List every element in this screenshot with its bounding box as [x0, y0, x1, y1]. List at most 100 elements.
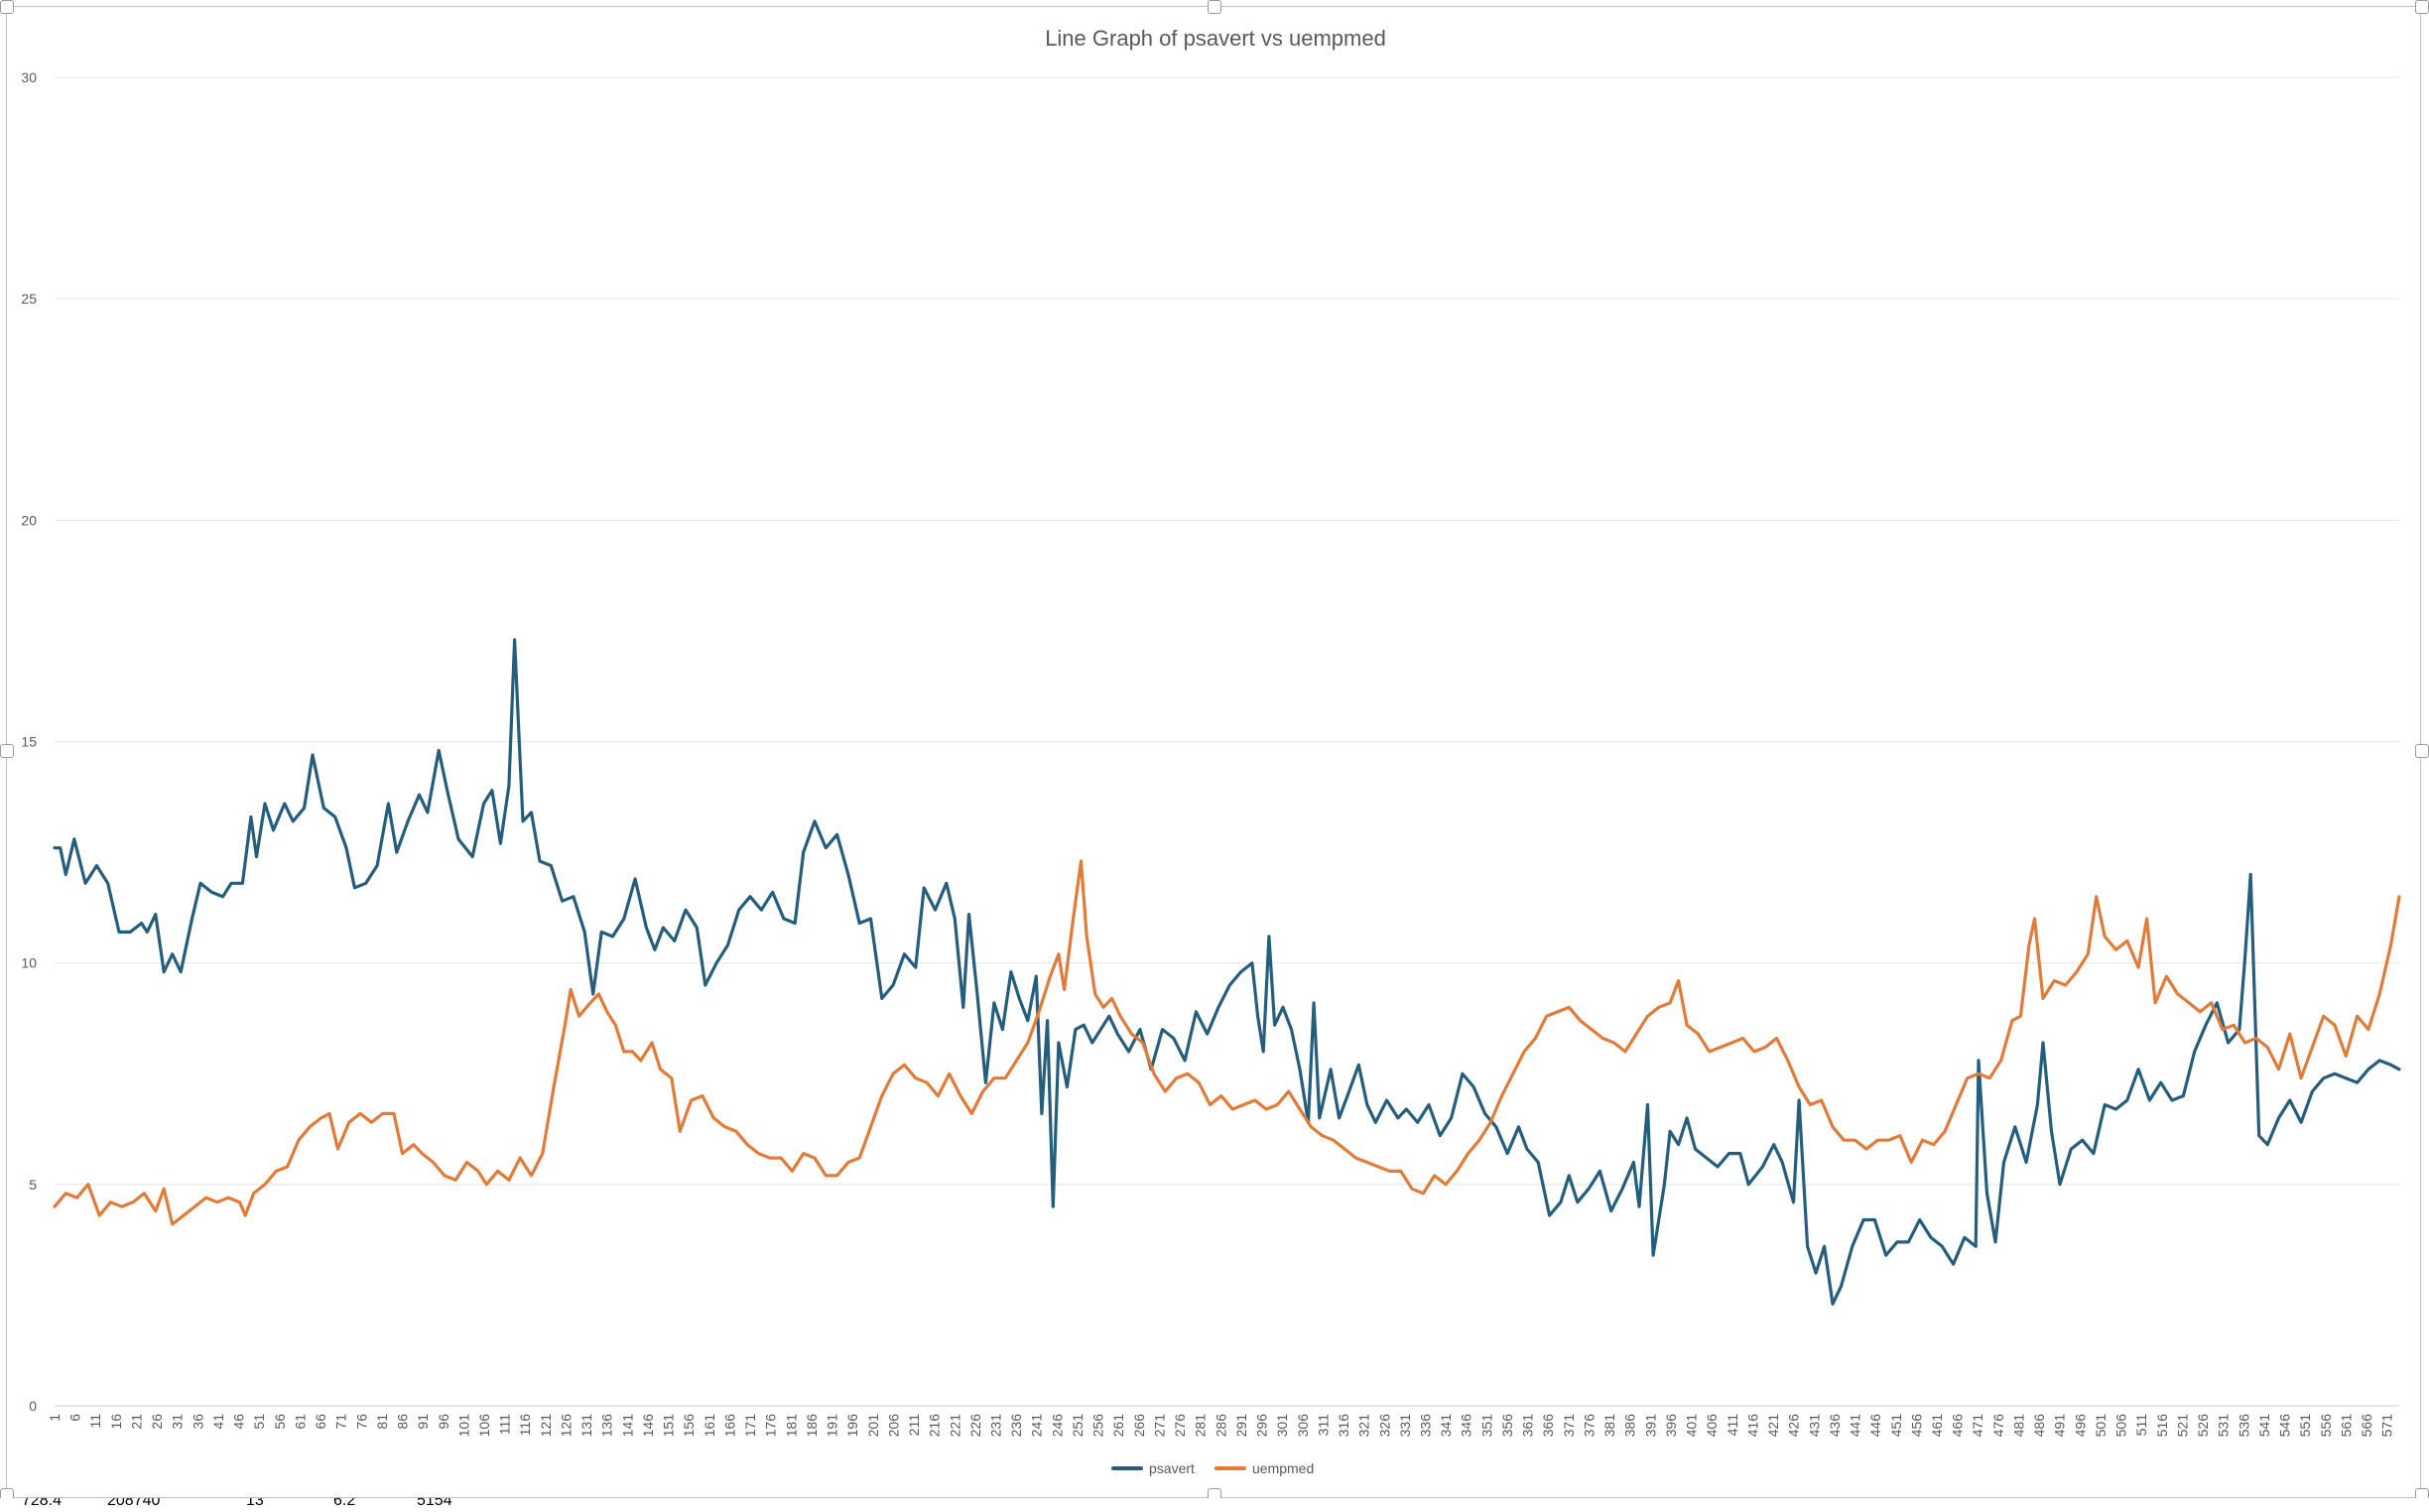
- spreadsheet-row-peek: 728.4 208740 13 6.2 5154: [0, 1498, 2429, 1512]
- x-tick-label: 136: [599, 1414, 615, 1438]
- x-tick-label: 291: [1233, 1414, 1249, 1438]
- x-tick-label: 221: [947, 1414, 962, 1438]
- x-tick-label: 1: [47, 1414, 63, 1422]
- x-tick-label: 6: [67, 1414, 83, 1422]
- series-line-psavert[interactable]: [53, 638, 2401, 1306]
- legend[interactable]: psavert uempmed: [1111, 1460, 1314, 1476]
- x-tick-label: 181: [783, 1414, 799, 1438]
- x-tick-label: 196: [844, 1414, 860, 1438]
- x-tick-label: 261: [1110, 1414, 1126, 1438]
- legend-label-uempmed: uempmed: [1252, 1460, 1314, 1476]
- resize-handle-top-left[interactable]: [0, 0, 14, 14]
- x-tick-label: 126: [558, 1414, 574, 1438]
- x-tick-label: 421: [1765, 1414, 1781, 1438]
- x-tick-label: 516: [2154, 1414, 2170, 1438]
- x-tick-label: 251: [1070, 1414, 1086, 1438]
- x-tick-label: 506: [2113, 1414, 2129, 1438]
- x-tick-label: 301: [1274, 1414, 1290, 1438]
- y-tick-label: 5: [29, 1177, 37, 1193]
- x-tick-label: 351: [1478, 1414, 1494, 1438]
- x-tick-label: 36: [190, 1414, 205, 1430]
- x-tick-label: 186: [804, 1414, 820, 1438]
- x-tick-label: 306: [1295, 1414, 1311, 1438]
- y-tick-label: 10: [21, 955, 37, 971]
- x-tick-label: 401: [1684, 1414, 1700, 1438]
- x-tick-label: 116: [517, 1414, 533, 1437]
- x-tick-label: 111: [497, 1414, 513, 1435]
- y-tick-label: 15: [21, 734, 37, 750]
- x-tick-label: 61: [292, 1414, 308, 1430]
- x-tick-label: 21: [128, 1414, 144, 1430]
- x-tick-label: 86: [395, 1414, 411, 1430]
- x-tick-label: 546: [2277, 1414, 2293, 1438]
- series-line-uempmed[interactable]: [53, 859, 2401, 1226]
- x-tick-label: 571: [2379, 1414, 2395, 1438]
- x-tick-label: 231: [987, 1414, 1003, 1438]
- x-tick-label: 266: [1131, 1414, 1147, 1438]
- x-tick-label: 366: [1540, 1414, 1556, 1438]
- x-tick-label: 376: [1581, 1414, 1597, 1438]
- x-tick-label: 141: [619, 1414, 635, 1438]
- x-tick-label: 566: [2359, 1414, 2374, 1438]
- legend-label-psavert: psavert: [1149, 1460, 1195, 1476]
- x-tick-label: 451: [1888, 1414, 1904, 1438]
- resize-handle-left[interactable]: [0, 744, 14, 758]
- x-tick-label: 556: [2318, 1414, 2334, 1438]
- x-tick-label: 96: [436, 1414, 451, 1430]
- x-tick-label: 66: [313, 1414, 328, 1430]
- x-tick-label: 536: [2236, 1414, 2251, 1438]
- x-tick-label: 31: [170, 1414, 186, 1430]
- x-tick-label: 46: [231, 1414, 247, 1430]
- x-tick-label: 341: [1438, 1414, 1454, 1438]
- x-tick-label: 331: [1397, 1414, 1413, 1438]
- x-tick-label: 441: [1848, 1414, 1863, 1438]
- cell-value: 728.4: [22, 1498, 63, 1509]
- x-tick-label: 471: [1970, 1414, 1985, 1438]
- x-tick-label: 191: [825, 1414, 840, 1438]
- x-tick-label: 411: [1725, 1414, 1740, 1437]
- x-tick-label: 311: [1315, 1414, 1331, 1437]
- x-tick-label: 461: [1929, 1414, 1945, 1438]
- x-axis-tick-labels: 1 6 11 16 21 26 31 36 41 46 51 56 61 66 71 76 81 86 91 96 10…: [47, 1414, 2395, 1438]
- x-tick-label: 456: [1908, 1414, 1924, 1438]
- cell-value: 13: [246, 1498, 264, 1509]
- x-tick-label: 106: [476, 1414, 492, 1438]
- x-tick-label: 361: [1520, 1414, 1536, 1438]
- x-tick-label: 76: [353, 1414, 369, 1430]
- resize-handle-top[interactable]: [1208, 0, 1221, 14]
- x-tick-label: 486: [2031, 1414, 2047, 1438]
- chart-title: Line Graph of psavert vs uempmed: [1045, 26, 1386, 51]
- x-tick-label: 286: [1213, 1414, 1228, 1438]
- x-tick-label: 26: [149, 1414, 165, 1430]
- series-lines: [53, 638, 2401, 1306]
- x-tick-label: 16: [108, 1414, 124, 1430]
- cell-value: 6.2: [333, 1498, 356, 1509]
- x-tick-label: 256: [1090, 1414, 1106, 1438]
- x-tick-label: 531: [2216, 1414, 2232, 1438]
- x-tick-label: 541: [2256, 1414, 2272, 1438]
- x-tick-label: 216: [927, 1414, 943, 1438]
- x-tick-label: 236: [1008, 1414, 1024, 1438]
- x-tick-label: 356: [1499, 1414, 1515, 1438]
- cell-value: 5154: [417, 1498, 452, 1509]
- x-tick-label: 241: [1029, 1414, 1045, 1438]
- y-axis-tick-labels: 0 5 10 15 20 25 30: [21, 69, 37, 1414]
- x-tick-label: 246: [1049, 1414, 1065, 1438]
- x-tick-label: 436: [1827, 1414, 1843, 1438]
- x-tick-label: 211: [906, 1414, 922, 1437]
- x-tick-label: 426: [1786, 1414, 1802, 1438]
- x-tick-label: 176: [763, 1414, 779, 1438]
- gridlines: [55, 76, 2399, 1407]
- x-tick-label: 466: [1950, 1414, 1966, 1438]
- x-tick-label: 496: [2072, 1414, 2088, 1438]
- x-tick-label: 371: [1561, 1414, 1577, 1438]
- x-tick-label: 521: [2174, 1414, 2190, 1438]
- x-tick-label: 386: [1622, 1414, 1638, 1438]
- x-tick-label: 396: [1663, 1414, 1679, 1438]
- chart-area[interactable]: [6, 6, 2421, 1498]
- x-tick-label: 41: [210, 1414, 226, 1430]
- x-tick-label: 71: [333, 1414, 349, 1430]
- y-tick-label: 0: [29, 1398, 37, 1414]
- x-tick-label: 171: [742, 1414, 758, 1438]
- x-tick-label: 346: [1459, 1414, 1474, 1438]
